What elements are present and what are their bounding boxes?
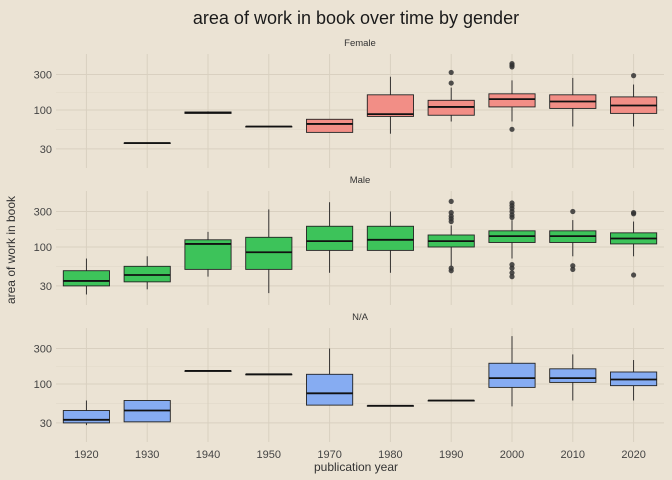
box-1980 [366,404,414,407]
outlier-point [448,80,454,86]
box-1970 [306,202,354,273]
box-1970 [306,348,354,406]
box-1940 [184,111,232,114]
box-1980 [366,211,414,273]
outlier-point [570,208,576,215]
y-axis-label: area of work in book [4,195,18,304]
box-body [366,225,414,251]
box-body [306,118,354,133]
box-2000 [488,336,536,407]
facet-strip-label: Male [350,175,371,186]
box-body [488,362,536,388]
box-body [306,225,354,251]
box-1930 [123,256,171,290]
box-body [306,373,354,406]
box-2010 [549,77,597,127]
facet-panel: N/A 30 100 300 1920 1930 1940 1950 1970 1980 1990 2… [34,312,664,461]
box-2010 [549,354,597,401]
box-1950 [245,209,293,294]
outlier-point [570,263,576,269]
x-tick-label: 1990 [439,449,463,461]
box-2010 [549,208,597,272]
x-tick-label: 1930 [135,449,159,461]
y-tick-label: 100 [34,379,52,391]
outlier-point [509,261,515,268]
y-tick-label: 100 [34,242,52,254]
x-tick-label: 1970 [317,449,341,461]
outlier-point [631,72,637,79]
facet-strip-label: N/A [352,312,369,323]
y-tick-label: 100 [34,105,52,117]
box-body [549,368,597,383]
x-tick-label: 2010 [561,449,585,461]
outlier-point [631,272,637,278]
outlier-point [448,69,454,76]
box-body [488,93,536,108]
box-body [123,265,171,283]
box-1950 [245,125,293,128]
box-1990 [427,399,475,402]
outlier-point [509,126,515,132]
x-tick-label: 2000 [500,449,524,461]
x-tick-label: 1980 [378,449,402,461]
outlier-point [631,209,637,216]
facet-panels: Female 30 100 300 Male 30 100 300 N/A 30 100 300 192… [34,38,664,461]
outlier-point [570,266,576,272]
box-body [62,410,110,424]
facet-panel: Female 30 100 300 [34,38,664,168]
box-2020 [610,360,658,401]
box-2020 [610,72,658,127]
box-1990 [427,198,475,274]
y-tick-label: 30 [40,281,52,293]
box-1920 [62,258,110,295]
box-1980 [366,76,414,134]
outlier-point [448,265,454,271]
box-1920 [62,400,110,426]
box-2020 [610,209,658,278]
box-1940 [184,231,232,277]
y-tick-label: 300 [34,70,52,82]
outlier-point [509,274,515,280]
box-2000 [488,61,536,132]
box-1970 [306,118,354,133]
y-tick-label: 30 [40,418,52,430]
box-1930 [123,400,171,423]
outlier-point [448,209,454,216]
outlier-point [448,198,454,205]
outlier-point [509,270,515,276]
y-tick-label: 300 [34,344,52,356]
box-body [366,94,414,117]
x-tick-label: 1950 [257,449,281,461]
box-body [245,236,293,270]
box-2000 [488,200,536,280]
box-body [62,270,110,287]
box-1950 [245,373,293,376]
box-1940 [184,369,232,372]
x-axis-label: publication year [314,460,398,474]
y-tick-label: 30 [40,144,52,156]
x-tick-label: 1920 [74,449,98,461]
outlier-point [509,61,515,67]
chart-title: area of work in book over time by gender [193,8,519,28]
facet-panel: Male 30 100 300 [34,175,664,305]
facet-strip-label: Female [344,38,376,49]
box-1930 [123,142,171,144]
x-tick-label: 1940 [196,449,220,461]
x-tick-label: 2020 [621,449,645,461]
box-1990 [427,69,475,122]
outlier-point [509,200,515,206]
y-tick-label: 300 [34,207,52,219]
